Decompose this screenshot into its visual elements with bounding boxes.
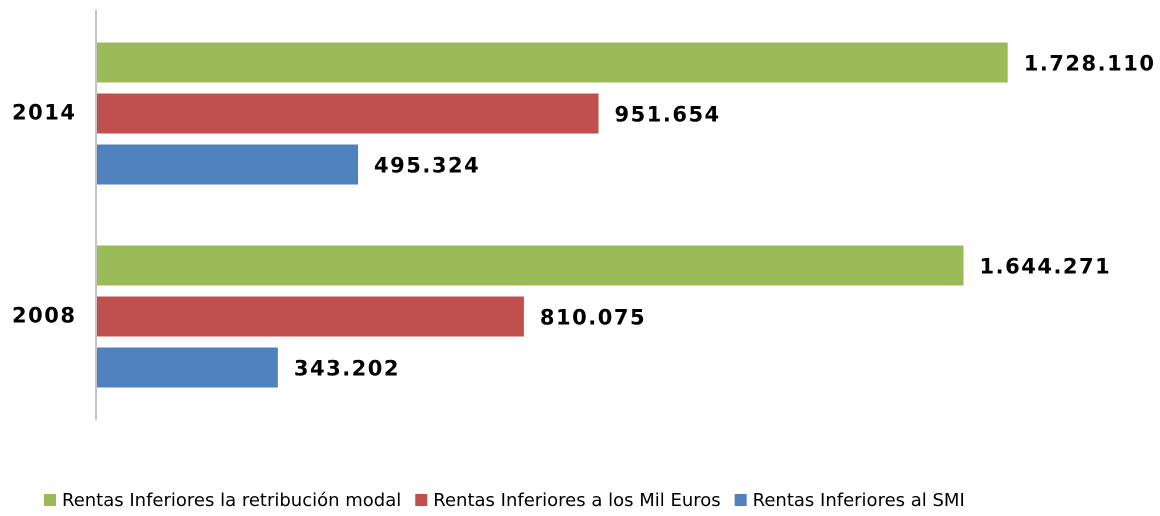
legend-label: Rentas Inferiores al SMI bbox=[753, 490, 965, 511]
bar bbox=[97, 93, 599, 134]
legend-swatch bbox=[734, 494, 747, 506]
bar bbox=[97, 245, 964, 286]
bar bbox=[97, 347, 278, 388]
legend-swatch bbox=[44, 494, 56, 506]
bar bbox=[97, 296, 524, 337]
legend-swatch bbox=[415, 494, 428, 506]
legend-label: Rentas Inferiores a los Mil Euros bbox=[433, 490, 720, 511]
data-label: 343.202 bbox=[294, 357, 400, 381]
y-tick-label: 2008 bbox=[12, 304, 76, 328]
data-label: 951.654 bbox=[615, 103, 721, 127]
data-label: 1.644.271 bbox=[980, 255, 1112, 279]
data-label: 495.324 bbox=[374, 154, 480, 178]
bar bbox=[97, 42, 1008, 83]
bar bbox=[97, 144, 359, 185]
data-label: 1.728.110 bbox=[1024, 52, 1156, 76]
y-tick-label: 2014 bbox=[12, 101, 76, 125]
data-label: 810.075 bbox=[540, 306, 646, 330]
legend-label: Rentas Inferiores la retribución modal bbox=[62, 490, 401, 511]
